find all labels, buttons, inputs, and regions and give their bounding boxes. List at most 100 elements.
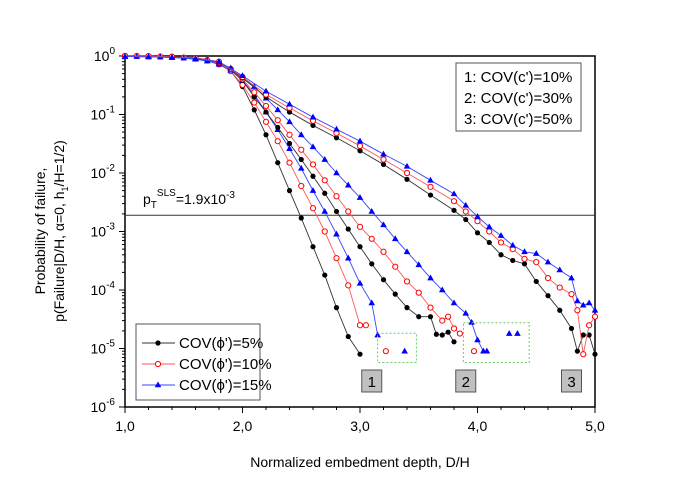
data-point <box>362 322 369 329</box>
group-label-box <box>361 369 383 393</box>
data-point <box>545 293 551 299</box>
data-point <box>474 218 481 225</box>
data-point <box>155 340 161 346</box>
data-point <box>404 176 410 182</box>
data-point <box>145 53 152 60</box>
data-point <box>568 291 575 298</box>
data-point <box>368 235 375 242</box>
data-point <box>298 156 304 163</box>
data-point <box>263 132 269 138</box>
data-point <box>544 258 552 265</box>
data-point <box>401 347 408 354</box>
data-point <box>483 347 491 354</box>
threshold-label-exp: -3 <box>226 190 235 201</box>
data-point <box>586 322 593 329</box>
data-point <box>474 336 481 343</box>
data-point <box>521 255 528 263</box>
data-point <box>286 145 293 152</box>
legend-label: COV(ϕ')=15% <box>179 377 272 394</box>
data-point <box>591 306 599 313</box>
data-point <box>557 307 563 313</box>
y-tick-label: 100 <box>94 46 116 64</box>
threshold-label-main: p <box>143 191 151 207</box>
y-tick-label: 10-5 <box>91 339 116 357</box>
data-point <box>445 313 452 320</box>
data-point <box>451 207 457 213</box>
data-point <box>445 329 451 335</box>
data-point <box>286 131 293 138</box>
data-point <box>356 137 364 144</box>
y-tick-label: 10-2 <box>91 163 116 181</box>
data-point <box>374 331 381 338</box>
group-label-text: 2 <box>462 374 470 391</box>
data-point <box>262 87 270 94</box>
data-point <box>356 322 364 329</box>
data-point <box>274 106 282 113</box>
data-point <box>286 100 293 107</box>
data-point <box>344 181 352 188</box>
data-point <box>433 331 439 337</box>
data-point <box>345 333 351 340</box>
data-point <box>439 332 445 338</box>
data-point <box>509 241 517 248</box>
data-point <box>286 188 293 194</box>
data-point <box>391 235 399 242</box>
data-point <box>357 351 363 357</box>
group-legend-box <box>455 62 582 132</box>
y-title-part: =0, h <box>51 191 67 223</box>
data-point <box>521 248 528 255</box>
outlier-box <box>377 332 417 364</box>
data-point <box>356 223 364 230</box>
data-point <box>533 258 540 266</box>
data-point <box>297 164 305 171</box>
data-point <box>310 173 316 179</box>
y-title-part: p(Failure|D/H, <box>51 231 67 322</box>
data-point <box>497 232 505 238</box>
data-point <box>470 348 478 355</box>
data-point <box>251 94 257 100</box>
data-point <box>322 272 328 278</box>
y-axis-title: Probability of failure, p(Failure|D/H, α… <box>32 140 70 322</box>
data-point <box>263 109 269 115</box>
data-point <box>568 274 575 281</box>
data-point <box>404 305 410 311</box>
data-point <box>380 221 387 228</box>
data-point <box>533 278 539 285</box>
data-point <box>310 244 316 250</box>
y-tick-label: 10-6 <box>91 397 116 415</box>
data-point <box>356 142 364 150</box>
data-point <box>427 192 434 198</box>
data-point <box>403 162 411 169</box>
group-label-text: 1 <box>368 374 376 391</box>
data-point <box>591 313 599 320</box>
data-point <box>239 72 246 79</box>
legend-label: COV(ϕ')=5% <box>179 335 263 352</box>
data-point <box>585 299 593 306</box>
data-point <box>568 325 575 332</box>
data-point <box>505 330 513 336</box>
data-point <box>462 208 469 215</box>
data-point <box>450 190 458 197</box>
data-point <box>438 286 446 293</box>
data-point <box>592 351 598 357</box>
threshold-label-sub: T <box>151 200 157 211</box>
data-point <box>544 274 552 282</box>
y-tick-label: 10-1 <box>91 105 116 123</box>
group-legend-entry-3: 3: COV(c')=50% <box>464 111 572 128</box>
data-point <box>251 89 258 96</box>
x-tick-label: 5,0 <box>585 418 605 434</box>
data-point <box>486 239 492 246</box>
data-point <box>286 159 293 166</box>
data-point <box>321 228 328 235</box>
data-point <box>333 169 340 176</box>
data-point <box>274 117 281 124</box>
data-point <box>333 255 340 262</box>
data-point <box>380 156 387 163</box>
data-point <box>403 169 411 177</box>
data-point <box>297 131 305 138</box>
threshold-label: pTSLS=1.9x10-3 <box>143 188 235 211</box>
data-point <box>357 148 363 154</box>
data-point <box>309 205 317 212</box>
data-point <box>121 53 129 59</box>
